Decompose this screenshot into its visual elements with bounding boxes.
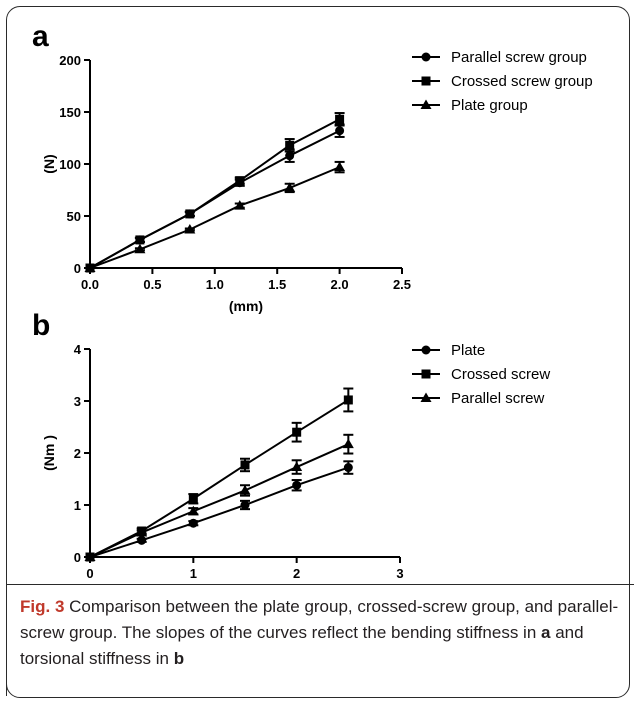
chart-b-series-line [89,399,349,558]
chart-b-data-point [188,494,198,504]
chart-b-data-point [239,484,251,495]
chart-b-legend-marker [421,369,431,379]
panel-label-b: b [32,309,50,342]
chart-a-legend-marker [421,76,431,86]
chart-b-data-point [291,461,303,472]
figure-caption: Fig. 3 Comparison between the plate grou… [20,594,620,672]
chart-a-data-point [135,235,145,245]
chart-b-legend-label: Parallel screw [451,390,545,407]
chart-b-data-point [342,438,354,449]
chart-b-y-tick-label: 2 [74,446,81,461]
chart-a-x-tick-label: 1.5 [268,277,286,292]
chart-b-data-point [188,518,198,528]
chart-a-series-line [89,118,341,269]
chart-a: 0.0 0.5 1.0 1.5 2.0 2.5 0 50 100 150 200 (mm) (N) Par… [41,49,593,314]
chart-a-data-point [285,140,295,150]
chart-a-data-point [134,243,146,254]
chart-a-data-point [185,209,195,219]
chart-a-legend-marker [420,99,432,109]
chart-b-data-point [136,527,148,537]
chart-a-y-tick-label: 50 [67,209,81,224]
caption-figure-label: Fig. 3 [20,597,65,616]
chart-a-data-point [184,224,196,234]
chart-b-data-point [84,551,96,561]
caption-panel-b-ref: b [173,649,185,668]
chart-b-data-point [137,535,147,545]
chart-a-legend-label: Parallel screw group [451,49,587,66]
caption-panel-a-ref: a [541,623,551,642]
chart-a-x-tick-label: 0.5 [143,277,161,292]
caption-border [6,584,7,696]
chart-a-x-tick-label: 2.0 [331,277,349,292]
chart-b-x-axis-label: (deg) [228,587,262,590]
chart-a-y-tick-label: 100 [59,157,81,172]
chart-a-data-point [235,176,245,186]
chart-a-data-point [234,200,246,210]
chart-a-data-point [335,114,345,124]
chart-b-data-point [343,463,353,473]
chart-b-x-tick-label: 2 [293,566,300,581]
chart-a-legend-marker [421,52,431,62]
chart-b-series-line [89,466,349,558]
chart-a-series-line [89,166,340,269]
chart-b-y-tick-label: 3 [74,394,81,409]
chart-b-data-point [292,480,302,490]
chart-a-legend-label: Plate group [451,97,528,114]
chart-a-y-axis-label: (N) [41,154,57,173]
chart-a-data-point [334,161,346,172]
chart-a-data-point [335,126,345,136]
chart-b-y-axis-label: (Nm ) [41,435,57,471]
chart-a-y-tick-label: 150 [59,105,81,120]
chart-b: 0 1 2 3 0 1 2 3 4 (deg) (Nm ) Plate Crossed screw Par… [41,342,550,590]
chart-b-data-point [187,505,199,516]
chart-b-data-point [343,395,353,405]
chart-b-legend-label: Plate [451,342,485,359]
chart-b-data-point [240,460,250,470]
panel-label-a: a [32,20,49,53]
chart-b-series-line [89,443,349,558]
chart-b-y-tick-label: 1 [74,498,81,513]
chart-a-legend-label: Crossed screw group [451,73,593,90]
chart-b-legend-marker [420,392,432,402]
chart-b-x-tick-label: 1 [190,566,197,581]
chart-a-y-tick-label: 200 [59,53,81,68]
figure-charts: a b 0.0 0.5 1.0 1.5 2.0 2.5050100150200(mm)(N… [32,20,593,590]
chart-a-data-point [84,262,96,272]
chart-a-data-point [284,182,296,192]
chart-b-y-tick-label: 4 [74,342,82,357]
chart-b-y-tick-label: 0 [74,550,81,565]
caption-divider [6,584,634,585]
chart-b-legend-marker [421,345,431,355]
caption-text-2: and torsional stiffness in [20,623,584,668]
chart-a-x-tick-label: 2.5 [393,277,411,292]
caption-text-1: Comparison between the plate group, cros… [20,597,619,642]
chart-b-data-point [292,427,302,437]
chart-a-x-tick-label: 0.0 [81,277,99,292]
figure-frame [6,6,630,698]
chart-a-x-axis-label: (mm) [229,298,263,314]
chart-b-legend-label: Crossed screw [451,366,550,383]
chart-a-y-tick-label: 0 [74,261,81,276]
chart-a-data-point [285,151,295,161]
chart-b-x-tick-label: 0 [86,566,93,581]
chart-b-x-tick-label: 3 [396,566,403,581]
chart-a-x-tick-label: 1.0 [206,277,224,292]
chart-b-data-point [240,500,250,510]
